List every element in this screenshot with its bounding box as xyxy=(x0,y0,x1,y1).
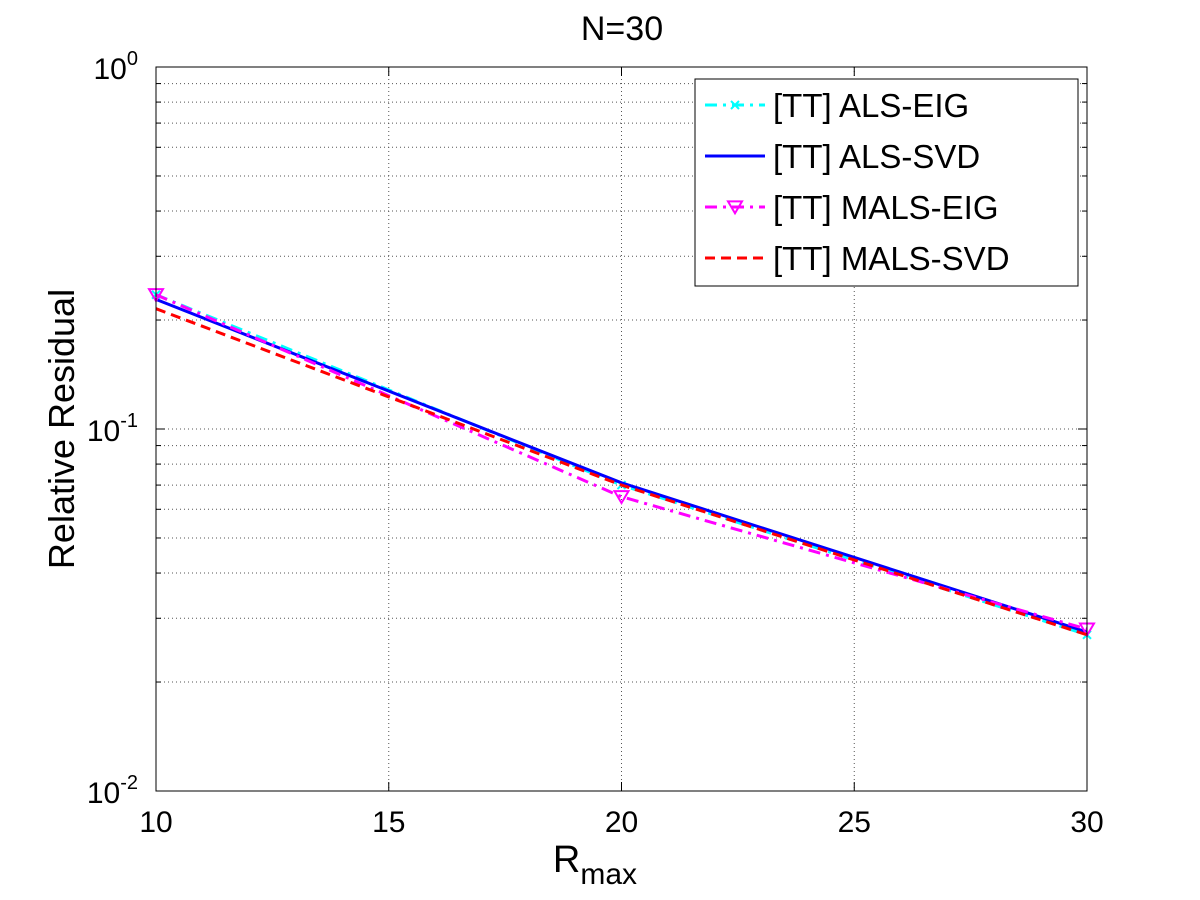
series-marker-triangle xyxy=(726,200,744,216)
legend-label: [TT] ALS-SVD xyxy=(773,138,980,175)
series-3 xyxy=(155,307,1088,637)
x-tick-label: 25 xyxy=(838,806,871,839)
y-tick-label-base: 10 xyxy=(94,53,127,86)
y-axis-label: Relative Residual xyxy=(41,289,82,569)
y-tick-label-exp: -1 xyxy=(120,410,138,432)
x-axis-label: Rmax xyxy=(553,839,637,891)
chart-title: N=30 xyxy=(581,10,663,48)
x-tick-label: 20 xyxy=(605,806,638,839)
y-tick-label-exp: 0 xyxy=(127,48,138,70)
series-layer xyxy=(147,288,1096,640)
legend-label: [TT] ALS-EIG xyxy=(773,87,969,124)
y-tick-label-base: 10 xyxy=(87,777,120,810)
y-tick-label: 10-2 xyxy=(87,772,138,810)
legend-label: [TT] MALS-SVD xyxy=(773,240,1010,277)
x-tick-label: 15 xyxy=(372,806,405,839)
y-tick-label-exp: -2 xyxy=(120,772,138,794)
legend-box xyxy=(694,78,1079,287)
series-marker-triangle xyxy=(612,490,631,505)
x-tick-label: 10 xyxy=(139,806,172,839)
x-axis-label-sub: max xyxy=(580,858,637,891)
x-axis-label-main: R xyxy=(553,839,580,881)
series-line xyxy=(155,307,1088,637)
legend: [TT] ALS-EIG [TT] ALS-SVD [TT] MALS-EIG [TT… xyxy=(694,78,1079,287)
legend-label: [TT] MALS-EIG xyxy=(773,189,999,226)
series-marker-x xyxy=(730,100,740,110)
y-tick-label: 10-1 xyxy=(87,410,138,448)
x-tick-label: 30 xyxy=(1070,806,1103,839)
y-tick-label: 100 xyxy=(94,48,139,86)
y-tick-label-base: 10 xyxy=(87,415,120,448)
